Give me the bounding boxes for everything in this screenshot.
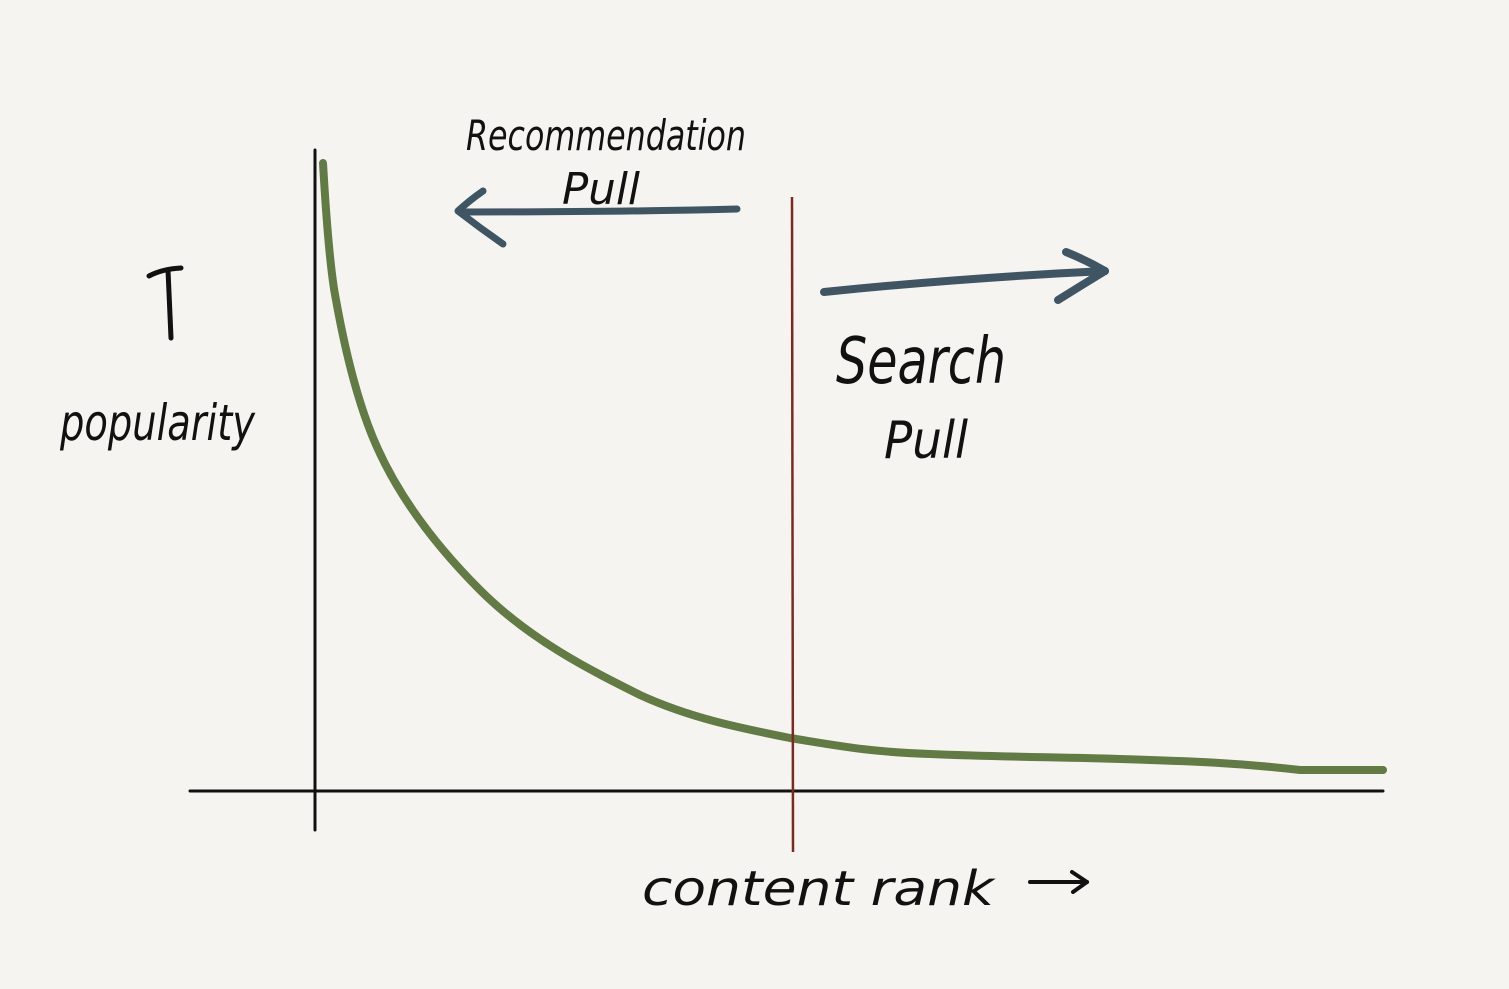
- x-axis-right-arrow-icon: [1028, 870, 1089, 894]
- axes: [188, 148, 1385, 832]
- up-arrow-icon: [146, 265, 184, 341]
- recommendation-label-line1: Recommendation: [466, 111, 746, 160]
- search-label-line2: Pull: [884, 411, 968, 471]
- popularity-curve: [319, 159, 1387, 774]
- divider-line: [790, 196, 795, 853]
- recommendation-label-line2: Pull: [562, 164, 641, 215]
- x-axis-label: content rank: [642, 861, 997, 917]
- left-arrow-icon: [454, 187, 741, 248]
- y-axis-label: popularity: [59, 394, 256, 452]
- search-label-line1: Search: [836, 325, 1006, 399]
- right-arrow-icon: [820, 248, 1109, 304]
